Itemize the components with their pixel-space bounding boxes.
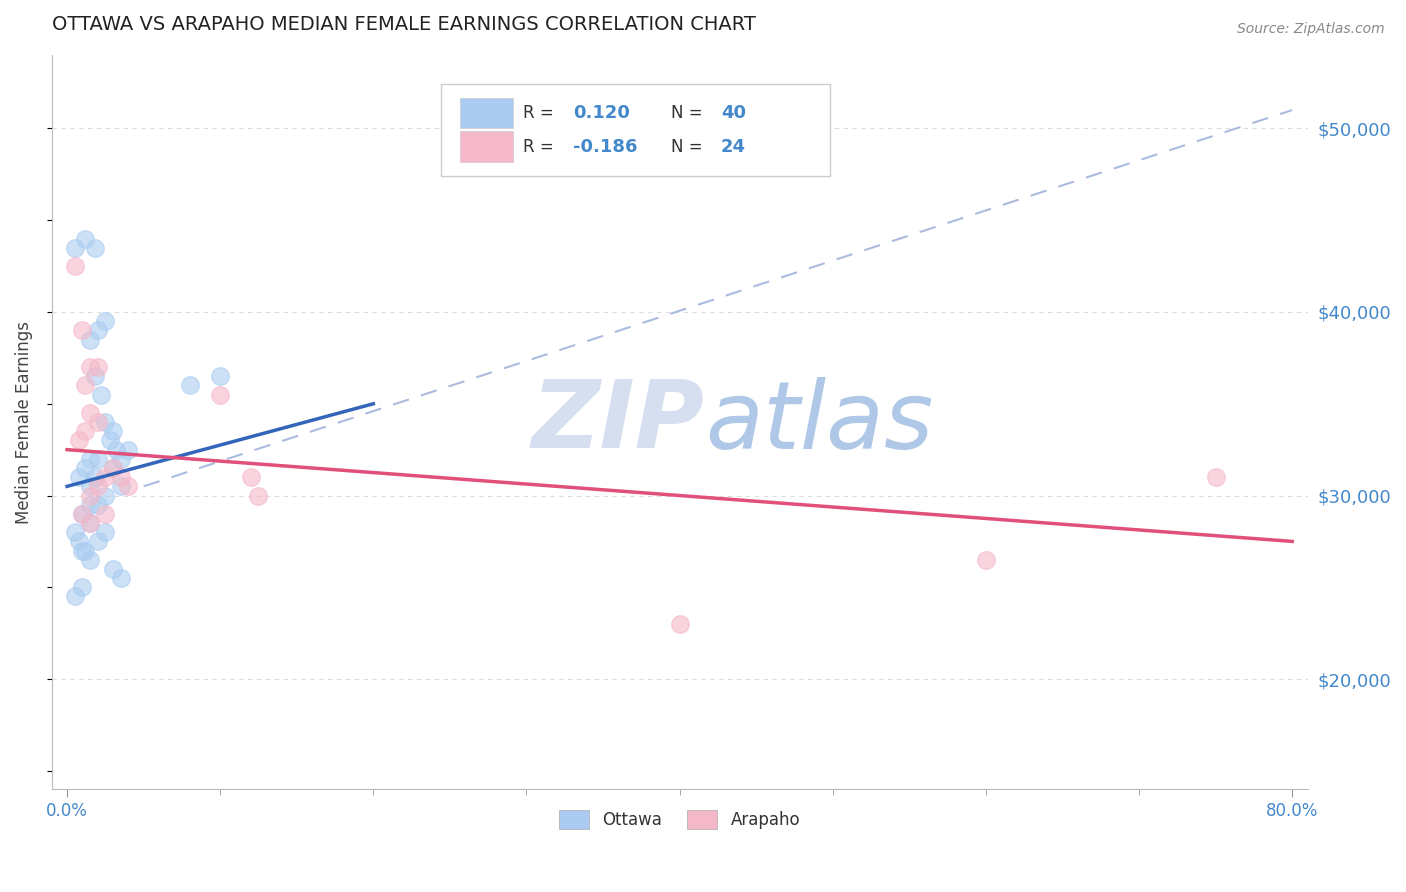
Point (83, 241, 105, 255)
Point (63, 590, 86, 604)
Point (72, 507, 94, 521)
Point (79, 333, 101, 347)
Point (75, 461, 97, 475)
Point (79, 479, 101, 493)
Point (79, 451, 101, 466)
Point (86, 534, 108, 549)
Point (67, 470, 90, 484)
Point (98, 434, 121, 448)
Point (75, 425, 97, 439)
Point (86, 359, 108, 374)
Point (63, 259, 86, 273)
Point (668, 617, 690, 632)
Text: 40: 40 (721, 104, 747, 122)
Point (974, 553, 997, 567)
Text: ZIP: ZIP (531, 376, 704, 468)
Text: 0.120: 0.120 (572, 104, 630, 122)
Point (79, 489, 101, 503)
Point (72, 507, 94, 521)
Point (83, 470, 105, 484)
Point (72, 323, 94, 337)
Point (105, 442, 128, 457)
FancyBboxPatch shape (460, 131, 513, 162)
Point (79, 516, 101, 530)
Point (101, 461, 124, 475)
Point (67, 534, 90, 549)
Point (94, 525, 117, 540)
Point (86, 451, 108, 466)
FancyBboxPatch shape (460, 97, 513, 128)
Point (239, 470, 262, 484)
Point (86, 479, 108, 493)
Text: 24: 24 (721, 137, 747, 156)
Legend: Ottawa, Arapaho: Ottawa, Arapaho (553, 804, 807, 836)
Point (79, 406, 101, 420)
Point (75, 378, 97, 392)
Point (63, 525, 86, 540)
Text: R =: R = (523, 137, 558, 156)
Point (75, 231, 97, 245)
Text: R =: R = (523, 104, 558, 122)
Y-axis label: Median Female Earnings: Median Female Earnings (15, 320, 32, 524)
Point (79, 498, 101, 512)
Point (101, 562, 124, 576)
Point (86, 498, 108, 512)
Point (101, 461, 124, 475)
Point (86, 323, 108, 337)
Point (110, 470, 132, 484)
Point (94, 489, 117, 503)
Point (110, 571, 132, 585)
Point (79, 553, 101, 567)
Point (67, 434, 90, 448)
Point (94, 415, 117, 429)
Point (247, 489, 270, 503)
Point (75, 543, 97, 558)
Point (63, 241, 86, 255)
Point (209, 369, 232, 384)
Point (83, 369, 105, 384)
Point (1205, 470, 1227, 484)
Text: N =: N = (671, 104, 707, 122)
Text: N =: N = (671, 137, 707, 156)
Point (94, 470, 117, 484)
Text: OTTAWA VS ARAPAHO MEDIAN FEMALE EARNINGS CORRELATION CHART: OTTAWA VS ARAPAHO MEDIAN FEMALE EARNINGS… (52, 15, 755, 34)
Point (72, 543, 94, 558)
Point (101, 425, 124, 439)
Point (209, 387, 232, 401)
Point (79, 359, 101, 374)
FancyBboxPatch shape (441, 85, 831, 176)
Point (94, 314, 117, 328)
Point (94, 507, 117, 521)
Point (179, 378, 201, 392)
Point (90, 387, 112, 401)
Point (117, 479, 139, 493)
Text: Source: ZipAtlas.com: Source: ZipAtlas.com (1237, 22, 1385, 37)
Point (79, 516, 101, 530)
Text: -0.186: -0.186 (572, 137, 637, 156)
Point (117, 442, 139, 457)
Text: atlas: atlas (704, 376, 934, 467)
Point (110, 479, 132, 493)
Point (72, 580, 94, 594)
Point (110, 451, 132, 466)
Point (86, 415, 108, 429)
